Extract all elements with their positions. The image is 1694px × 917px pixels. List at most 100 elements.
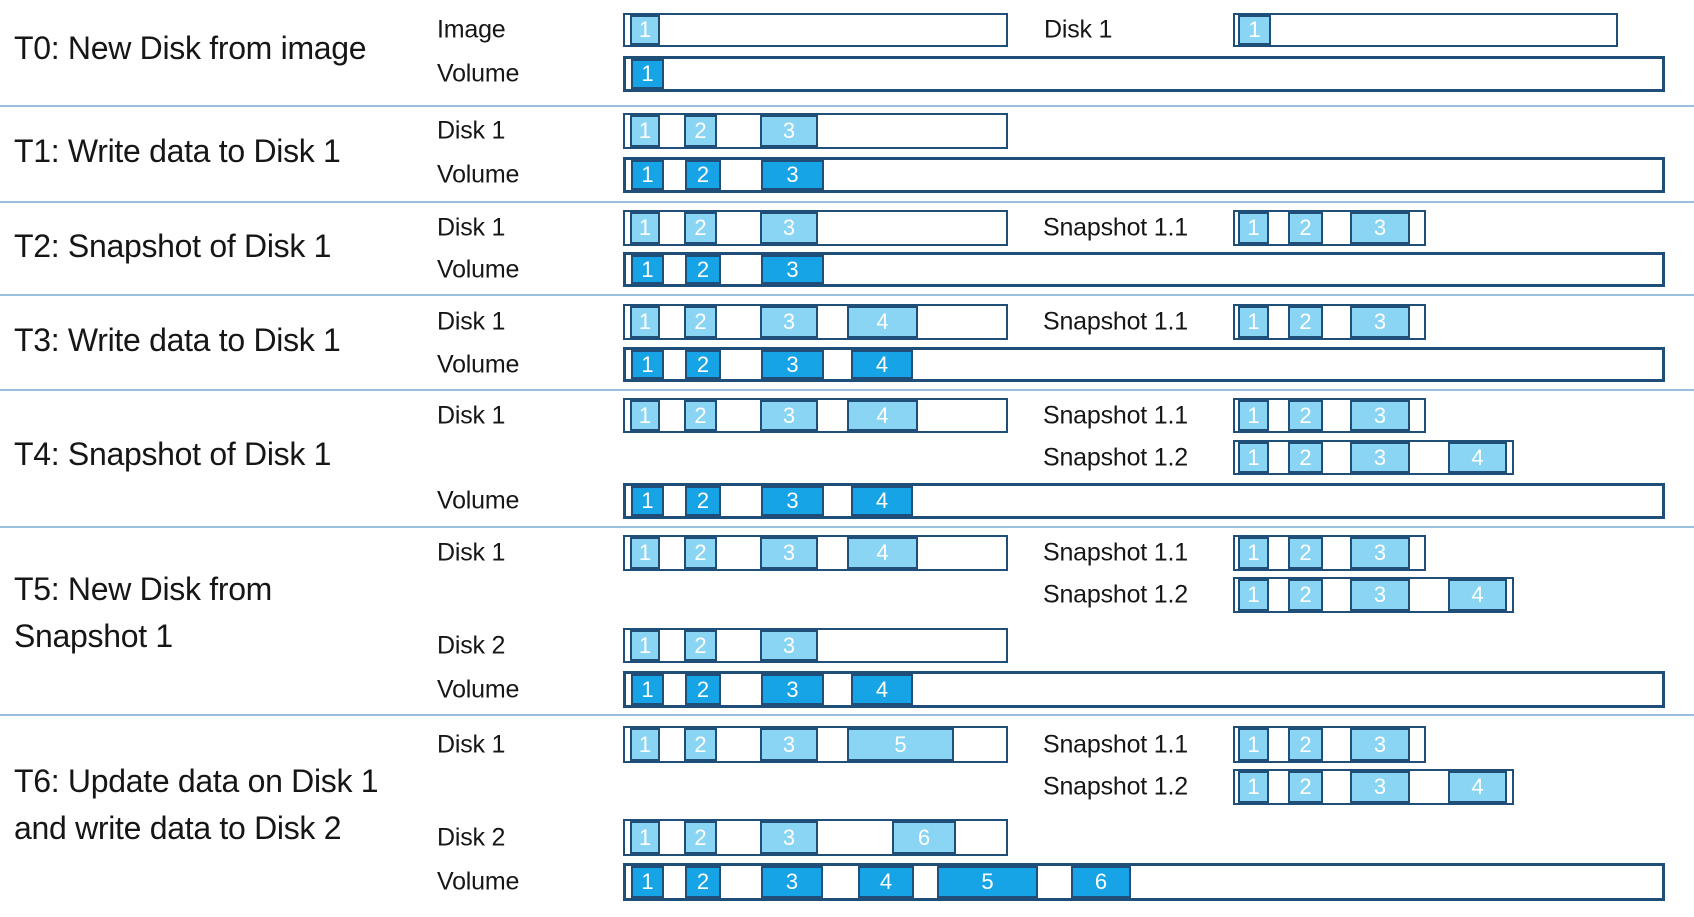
label-t0-volume: Volume [437,59,520,88]
t6-volume-block-5: 5 [937,866,1038,898]
section-separator [0,526,1694,528]
label-t4-snap12: Snapshot 1.2 [1043,443,1188,471]
section-separator [0,201,1694,203]
t5-snap11-block-3: 3 [1350,537,1410,569]
t4-snap12-block-4: 4 [1448,442,1507,473]
section-title-t6-line2: and write data to Disk 2 [14,810,342,846]
t5-snap11-block-1: 1 [1238,537,1269,569]
t5-disk2-block-3: 3 [760,630,818,661]
t1-volume-block-1: 1 [631,160,664,190]
t3-disk1-block-3: 3 [760,306,818,338]
t6-snap12-block-1: 1 [1238,771,1269,803]
label-t3-snap11: Snapshot 1.1 [1043,307,1188,336]
t4-volume-block-2: 2 [685,486,721,516]
t2-snap11-block-2: 2 [1288,212,1323,244]
t2-disk1-block-3: 3 [760,212,818,244]
label-t5-volume: Volume [437,675,520,703]
t5-volume-block-1: 1 [631,674,664,705]
t4-snap11-block-2: 2 [1288,400,1323,431]
label-t6-volume: Volume [437,867,520,896]
t6-snap12-block-2: 2 [1288,771,1323,803]
label-t2-disk1: Disk 1 [437,213,506,242]
label-t5-snap11: Snapshot 1.1 [1043,538,1188,567]
label-t1-disk1: Disk 1 [437,116,506,145]
t6-volume-block-4: 4 [858,866,914,898]
t4-disk1-block-4: 4 [847,400,918,431]
section-title-t2: T2: Snapshot of Disk 1 [14,228,332,264]
bar-t0-image: 1 [623,13,1008,47]
label-t2-snap11: Snapshot 1.1 [1043,213,1188,242]
label-t6-disk1: Disk 1 [437,730,506,758]
t1-volume-block-2: 2 [685,160,721,190]
section-title-t0: T0: New Disk from image [14,30,367,66]
label-t5-snap12: Snapshot 1.2 [1043,580,1188,609]
label-t6-snap11: Snapshot 1.1 [1043,730,1188,758]
label-t0-image: Image [437,15,506,44]
t6-disk1-block-2: 2 [684,728,717,761]
t6-snap12-block-3: 3 [1350,771,1410,803]
t5-disk1-block-1: 1 [630,537,660,569]
t4-snap12-block-3: 3 [1350,442,1410,473]
section-title-t5-line2: Snapshot 1 [14,618,173,654]
t6-disk2-block-3: 3 [760,821,818,854]
section-separator [0,714,1694,716]
t3-snap11-block-3: 3 [1350,306,1410,338]
section-separator [0,389,1694,391]
t2-volume-block-3: 3 [761,255,824,284]
t4-volume-block-4: 4 [851,486,913,516]
t6-volume-block-6: 6 [1071,866,1131,898]
label-t4-snap11: Snapshot 1.1 [1043,401,1188,429]
label-t5-disk1: Disk 1 [437,538,506,567]
t6-disk2-block-1: 1 [630,821,660,854]
t6-snap12-block-4: 4 [1448,771,1507,803]
t3-disk1-block-4: 4 [847,306,918,338]
section-separator [0,105,1694,107]
t2-volume-block-1: 1 [631,255,664,284]
t4-snap11-block-3: 3 [1350,400,1410,431]
label-t3-volume: Volume [437,350,520,378]
t3-volume-block-2: 2 [685,350,721,379]
t2-volume-block-2: 2 [685,255,721,284]
t5-disk1-block-3: 3 [760,537,818,569]
t4-volume-block-3: 3 [761,486,824,516]
t6-snap11-block-3: 3 [1350,728,1410,761]
t6-disk2-block-2: 2 [684,821,717,854]
t6-disk1-block-5: 5 [847,728,954,761]
bar-t0-volume: 1 [623,56,1665,92]
t3-disk1-block-2: 2 [684,306,717,338]
bar-t0-disk1: 1 [1233,13,1618,47]
t1-volume-block-3: 3 [761,160,824,190]
label-t3-disk1: Disk 1 [437,307,506,336]
label-t6-disk2: Disk 2 [437,823,506,851]
t6-disk2-block-6: 6 [892,821,956,854]
t0-disk1-block-1: 1 [1238,15,1271,45]
t1-disk1-block-3: 3 [760,115,818,147]
section-title-t4: T4: Snapshot of Disk 1 [14,436,332,472]
t5-disk2-block-1: 1 [630,630,660,661]
t3-volume-block-1: 1 [631,350,664,379]
t3-snap11-block-1: 1 [1238,306,1269,338]
t6-snap11-block-2: 2 [1288,728,1323,761]
label-t4-volume: Volume [437,486,520,515]
t5-volume-block-3: 3 [761,674,824,705]
t4-snap11-block-1: 1 [1238,400,1269,431]
t2-snap11-block-3: 3 [1350,212,1410,244]
